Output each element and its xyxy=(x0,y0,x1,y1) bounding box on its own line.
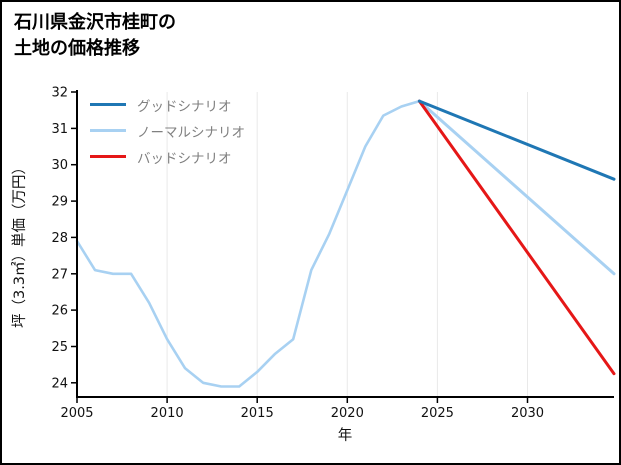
y-tick-label: 25 xyxy=(51,340,68,355)
legend-label-normal: ノーマルシナリオ xyxy=(137,124,245,141)
legend-item-normal: ノーマルシナリオ xyxy=(90,122,245,141)
legend-item-bad: バッドシナリオ xyxy=(90,148,245,167)
y-tick-label: 28 xyxy=(51,231,68,246)
legend-label-bad: バッドシナリオ xyxy=(137,150,232,167)
y-tick-label: 32 xyxy=(51,86,68,101)
legend-line-good-icon xyxy=(90,103,126,106)
series-line-good xyxy=(417,99,616,181)
y-tick-label: 30 xyxy=(51,158,68,173)
legend-item-good: グッドシナリオ xyxy=(90,96,245,115)
y-tick-label: 27 xyxy=(51,267,68,282)
y-tick-label: 26 xyxy=(51,304,68,319)
x-axis-label: 年 xyxy=(338,427,353,444)
legend-label-good: グッドシナリオ xyxy=(137,98,232,115)
x-tick-label: 2010 xyxy=(151,406,184,421)
y-axis-label: 坪（3.3㎡）単価（万円） xyxy=(11,160,28,328)
series-line-normal xyxy=(417,99,616,276)
y-tick-label: 29 xyxy=(51,195,68,210)
x-tick-label: 2005 xyxy=(60,406,93,421)
x-tick-label: 2025 xyxy=(421,406,454,421)
x-tick-label: 2015 xyxy=(241,406,274,421)
chart-title-line-2: 土地の価格推移 xyxy=(14,37,140,59)
y-tick-label: 24 xyxy=(51,376,68,391)
chart-layer: 24 25 26 27 28 29 30 31 32 2005 2010 2015 2020 2025 20… xyxy=(51,86,616,421)
chart-title-line-1: 石川県金沢市桂町の xyxy=(14,12,176,33)
series-line-bad xyxy=(417,99,616,376)
legend-line-normal-icon xyxy=(90,129,126,132)
x-tick-label: 2030 xyxy=(511,406,544,421)
legend-line-bad-icon xyxy=(90,155,126,158)
y-tick-label: 31 xyxy=(51,122,68,137)
series-line-history xyxy=(75,99,421,388)
x-tick-label: 2020 xyxy=(331,406,364,421)
chart-legend: グッドシナリオ ノーマルシナリオ バッドシナリオ xyxy=(90,96,245,174)
chart-title: 石川県金沢市桂町の 土地の価格推移 xyxy=(14,10,176,61)
